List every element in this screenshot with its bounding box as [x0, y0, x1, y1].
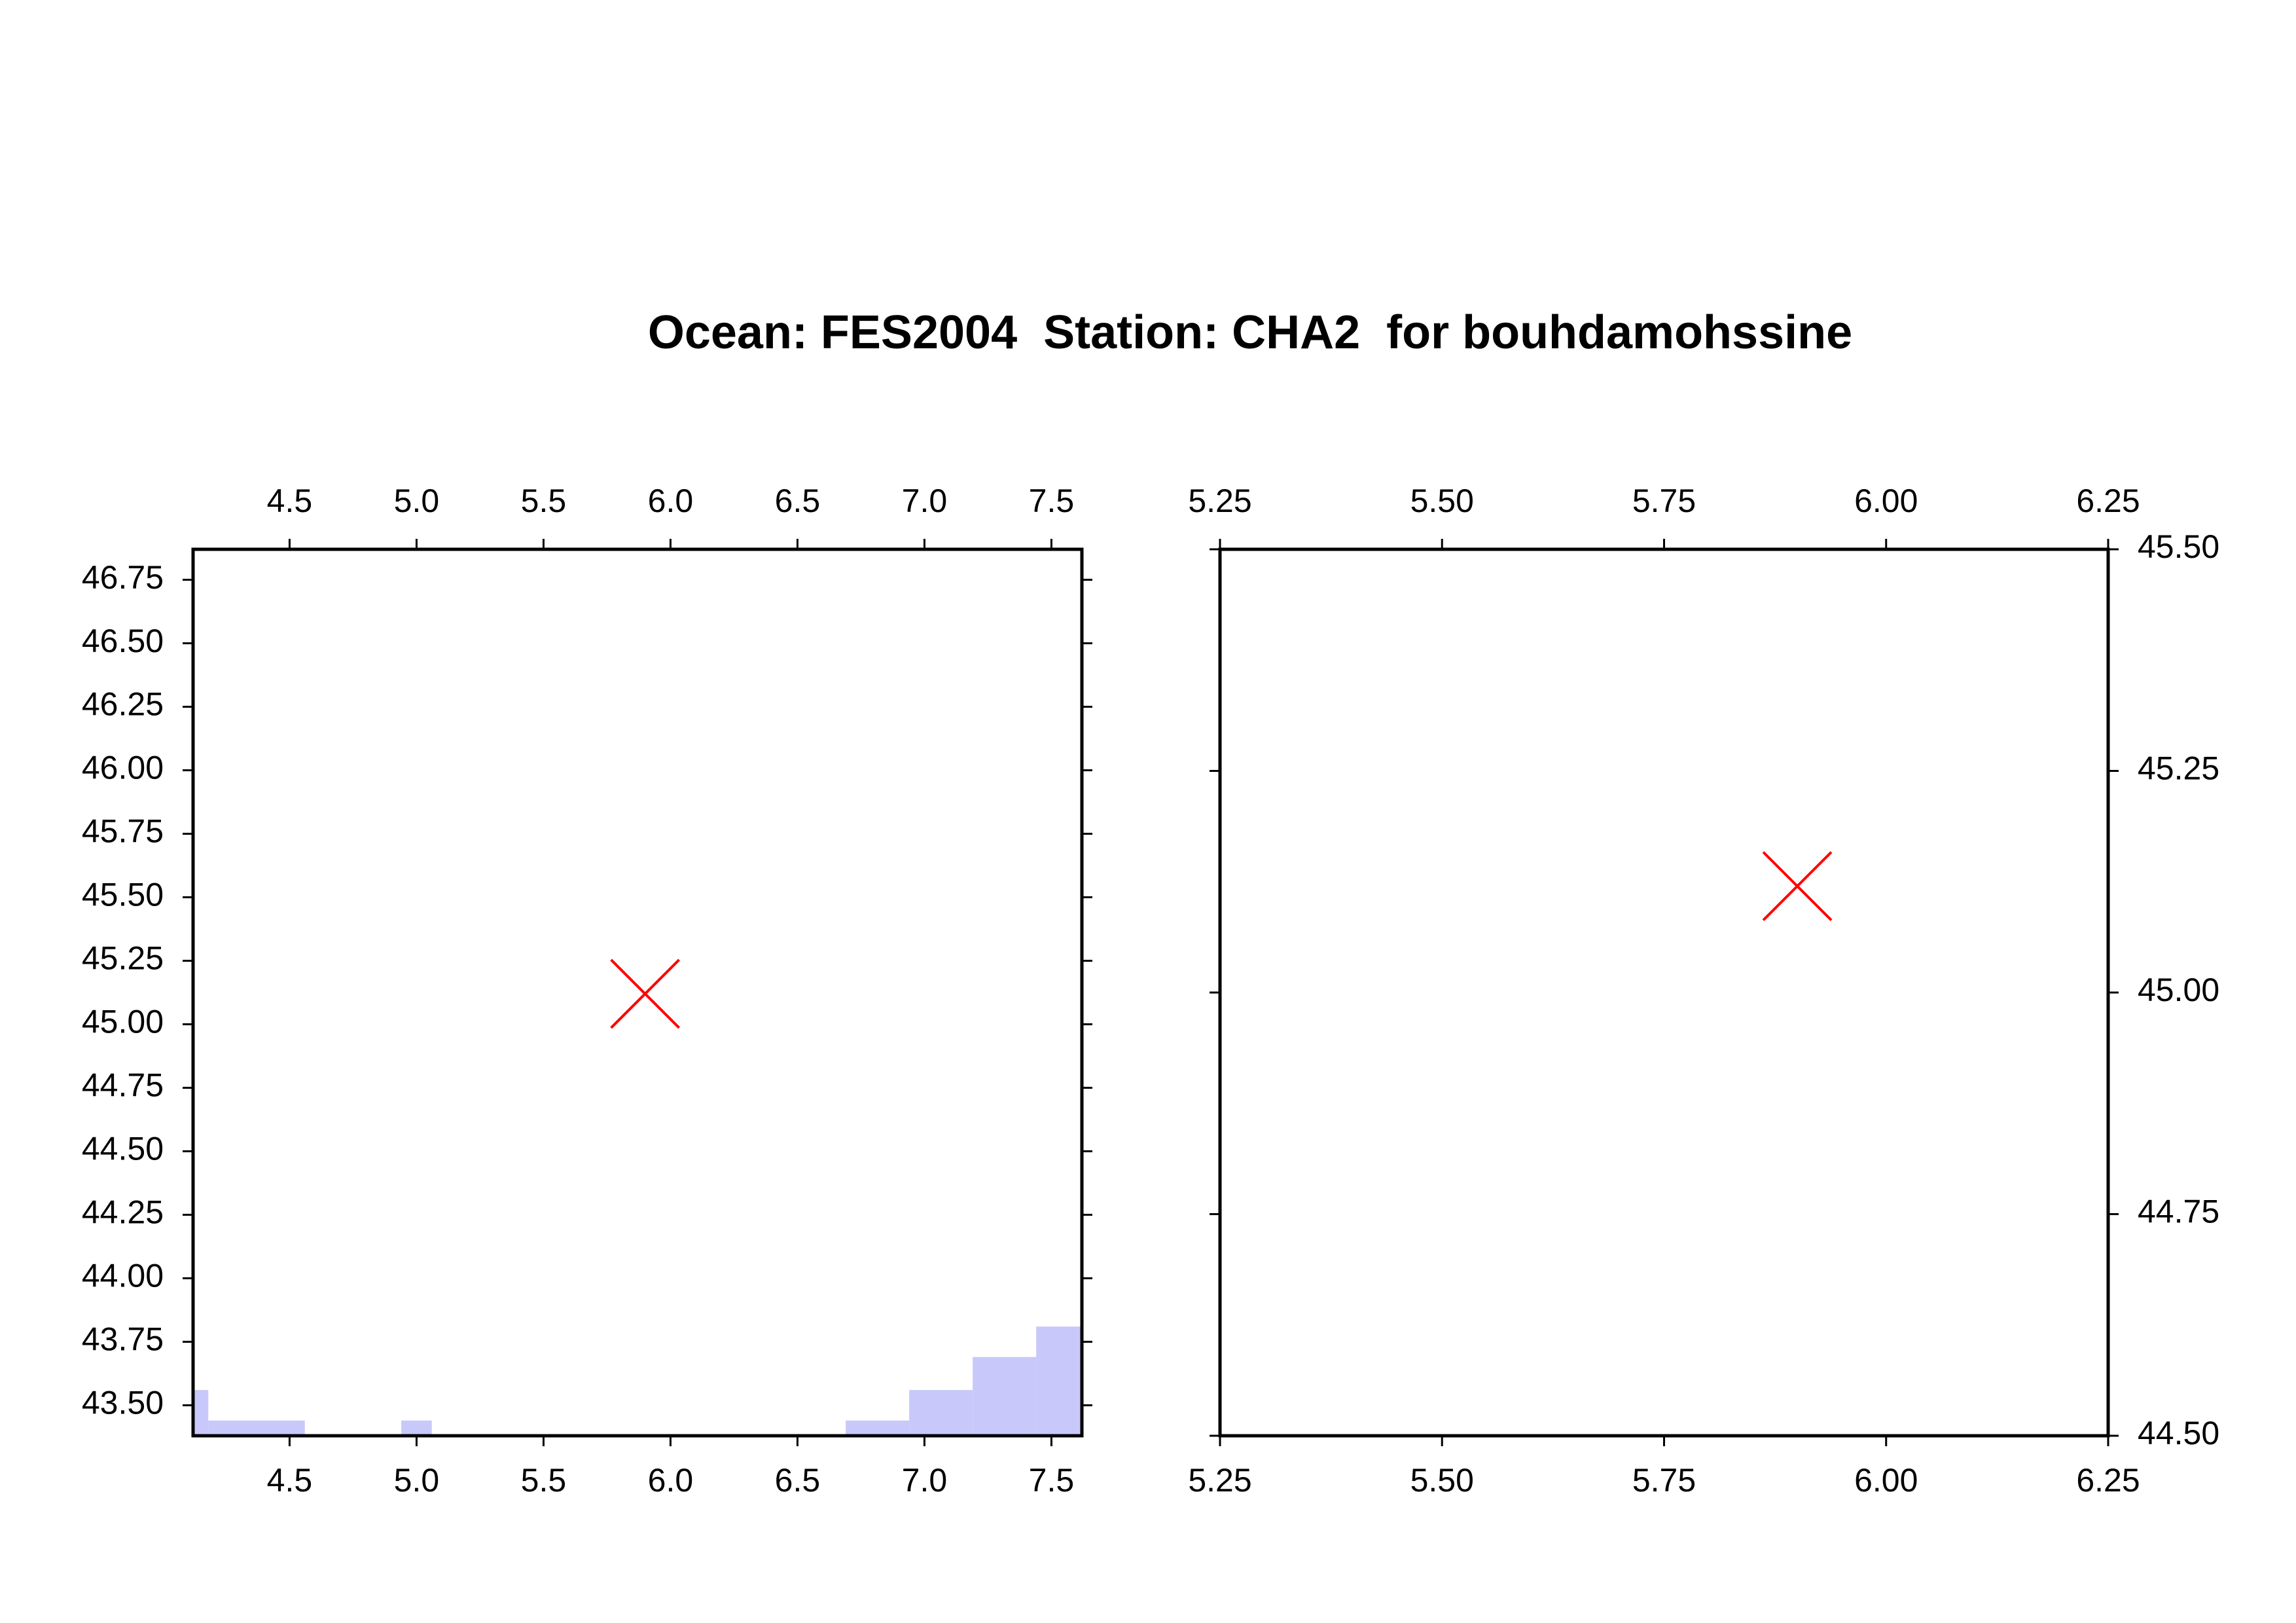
y-tick-label: 46.00: [82, 750, 164, 786]
y-tick-label: 45.00: [82, 1004, 164, 1040]
y-tick-label: 46.25: [82, 686, 164, 723]
x-tick-label: 7.0: [902, 483, 948, 519]
x-tick-label: 4.5: [267, 483, 313, 519]
x-tick-label: 5.25: [1188, 1462, 1251, 1499]
y-tick-label: 45.25: [2138, 750, 2219, 787]
x-tick-label: 5.5: [521, 1462, 567, 1499]
x-tick-label: 5.0: [394, 483, 440, 519]
y-tick-label: 46.75: [82, 559, 164, 596]
y-tick-label: 46.50: [82, 623, 164, 659]
ocean-cell: [208, 1420, 305, 1436]
x-tick-label: 6.5: [775, 1462, 821, 1499]
x-tick-label: 5.50: [1410, 1462, 1474, 1499]
x-tick-label: 5.0: [394, 1462, 440, 1499]
x-tick-label: 5.75: [1632, 1462, 1696, 1499]
y-tick-label: 44.75: [2138, 1194, 2219, 1230]
y-tick-label: 44.50: [82, 1131, 164, 1167]
station-marker: [610, 958, 681, 1029]
x-tick-label: 6.0: [648, 1462, 694, 1499]
map-frame: [191, 547, 1084, 1438]
x-tick-label: 5.75: [1632, 483, 1696, 519]
x-tick-label: 5.25: [1188, 483, 1251, 519]
figure-title: Ocean: FES2004 Station: CHA2 for bouhdam…: [648, 306, 1852, 359]
y-tick-label: 45.25: [82, 940, 164, 977]
y-tick-label: 44.25: [82, 1194, 164, 1231]
x-tick-label: 6.25: [2076, 1462, 2140, 1499]
ocean-cell: [846, 1420, 910, 1436]
y-tick-label: 43.75: [82, 1321, 164, 1358]
x-tick-label: 6.0: [648, 483, 694, 519]
ocean-cell: [973, 1357, 1037, 1436]
y-tick-label: 45.75: [82, 813, 164, 850]
x-tick-label: 6.25: [2076, 483, 2140, 519]
x-tick-label: 6.00: [1854, 1462, 1918, 1499]
x-tick-label: 4.5: [267, 1462, 313, 1499]
y-tick-label: 44.00: [82, 1258, 164, 1294]
station-marker: [1762, 851, 1833, 921]
ocean-cell: [401, 1420, 432, 1436]
x-tick-label: 5.50: [1410, 483, 1474, 519]
x-tick-label: 6.5: [775, 483, 821, 519]
x-tick-label: 6.00: [1854, 483, 1918, 519]
y-tick-label: 45.50: [2138, 528, 2219, 565]
x-tick-label: 7.0: [902, 1462, 948, 1499]
ocean-cell: [909, 1390, 973, 1436]
map-frame: [1218, 547, 2110, 1438]
y-tick-label: 44.75: [82, 1067, 164, 1104]
y-tick-label: 44.50: [2138, 1415, 2219, 1451]
ocean-cell: [1036, 1326, 1082, 1436]
y-tick-label: 45.50: [82, 877, 164, 913]
x-tick-label: 7.5: [1029, 483, 1075, 519]
x-tick-label: 5.5: [521, 483, 567, 519]
y-tick-label: 43.50: [82, 1385, 164, 1421]
y-tick-label: 45.00: [2138, 972, 2219, 1008]
x-tick-label: 7.5: [1029, 1462, 1075, 1499]
ocean-cell: [193, 1390, 209, 1436]
